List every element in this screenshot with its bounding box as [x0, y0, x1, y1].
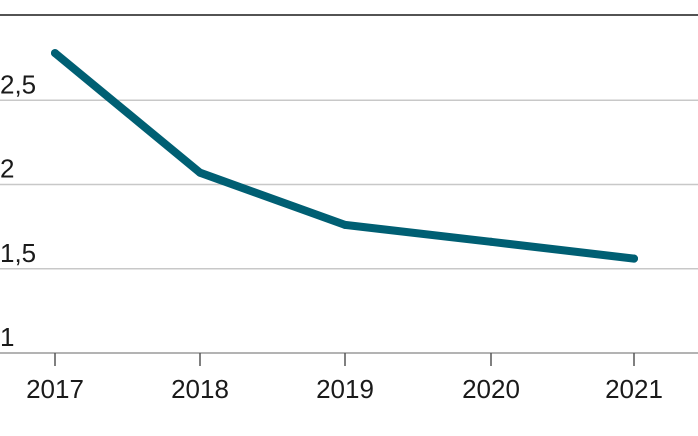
data-point — [341, 220, 349, 229]
x-tick-label: 2017 — [26, 374, 84, 404]
data-point — [487, 237, 495, 246]
y-axis-tick-labels: 1 1,5 2 2,5 — [0, 69, 36, 352]
x-axis-ticks: 2017 2018 2019 2020 2021 — [26, 353, 663, 404]
y-tick-label: 1,5 — [0, 238, 36, 268]
x-tick-label: 2020 — [462, 374, 520, 404]
x-tick-label: 2018 — [171, 374, 229, 404]
data-point — [630, 254, 638, 263]
gridlines — [0, 99, 698, 270]
y-tick-label: 2 — [0, 154, 14, 184]
x-tick-label: 2019 — [316, 374, 374, 404]
data-point — [196, 168, 204, 177]
y-tick-label: 1 — [0, 322, 14, 352]
x-tick-label: 2021 — [605, 374, 663, 404]
series-layer — [51, 49, 638, 263]
y-tick-label: 2,5 — [0, 69, 36, 99]
data-point — [51, 49, 59, 58]
